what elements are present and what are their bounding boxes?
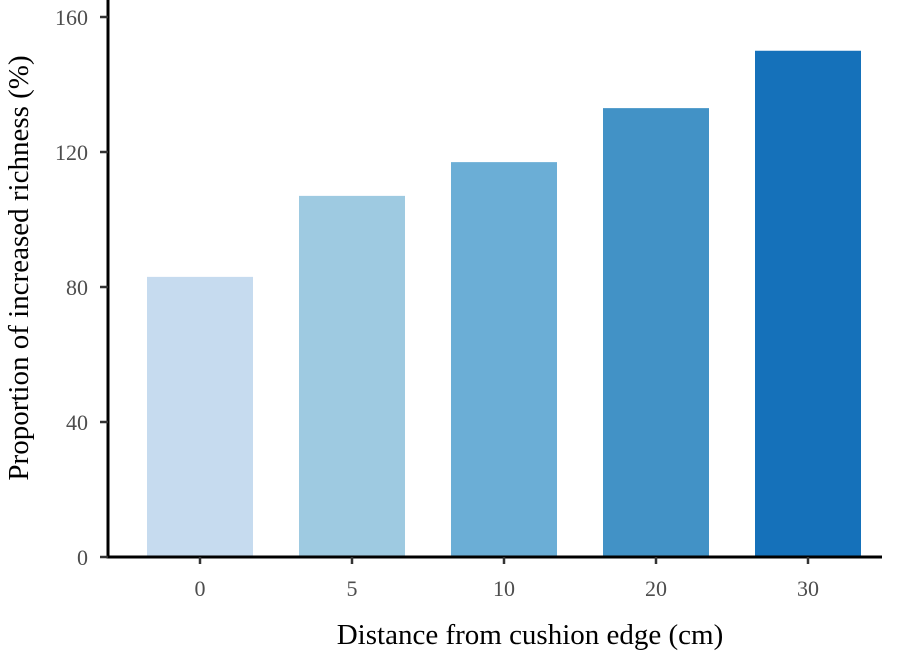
x-tick-label: 30	[797, 576, 819, 601]
x-tick-label: 5	[347, 576, 358, 601]
x-tick-label: 20	[645, 576, 667, 601]
bar-20	[603, 108, 709, 557]
x-axis-title: Distance from cushion edge (cm)	[337, 619, 724, 651]
x-tick-label: 0	[195, 576, 206, 601]
x-tick-label: 10	[493, 576, 515, 601]
y-tick-label: 120	[55, 140, 88, 165]
y-axis-title: Proportion of increased richness (%)	[3, 55, 35, 480]
y-tick-label: 160	[55, 5, 88, 30]
bar-30	[755, 50, 861, 557]
bar-5	[299, 195, 405, 557]
bar-0	[147, 276, 253, 557]
y-tick-label: 40	[66, 410, 88, 435]
y-tick-label: 0	[77, 545, 88, 570]
y-tick-label: 80	[66, 275, 88, 300]
bar-10	[451, 162, 557, 557]
